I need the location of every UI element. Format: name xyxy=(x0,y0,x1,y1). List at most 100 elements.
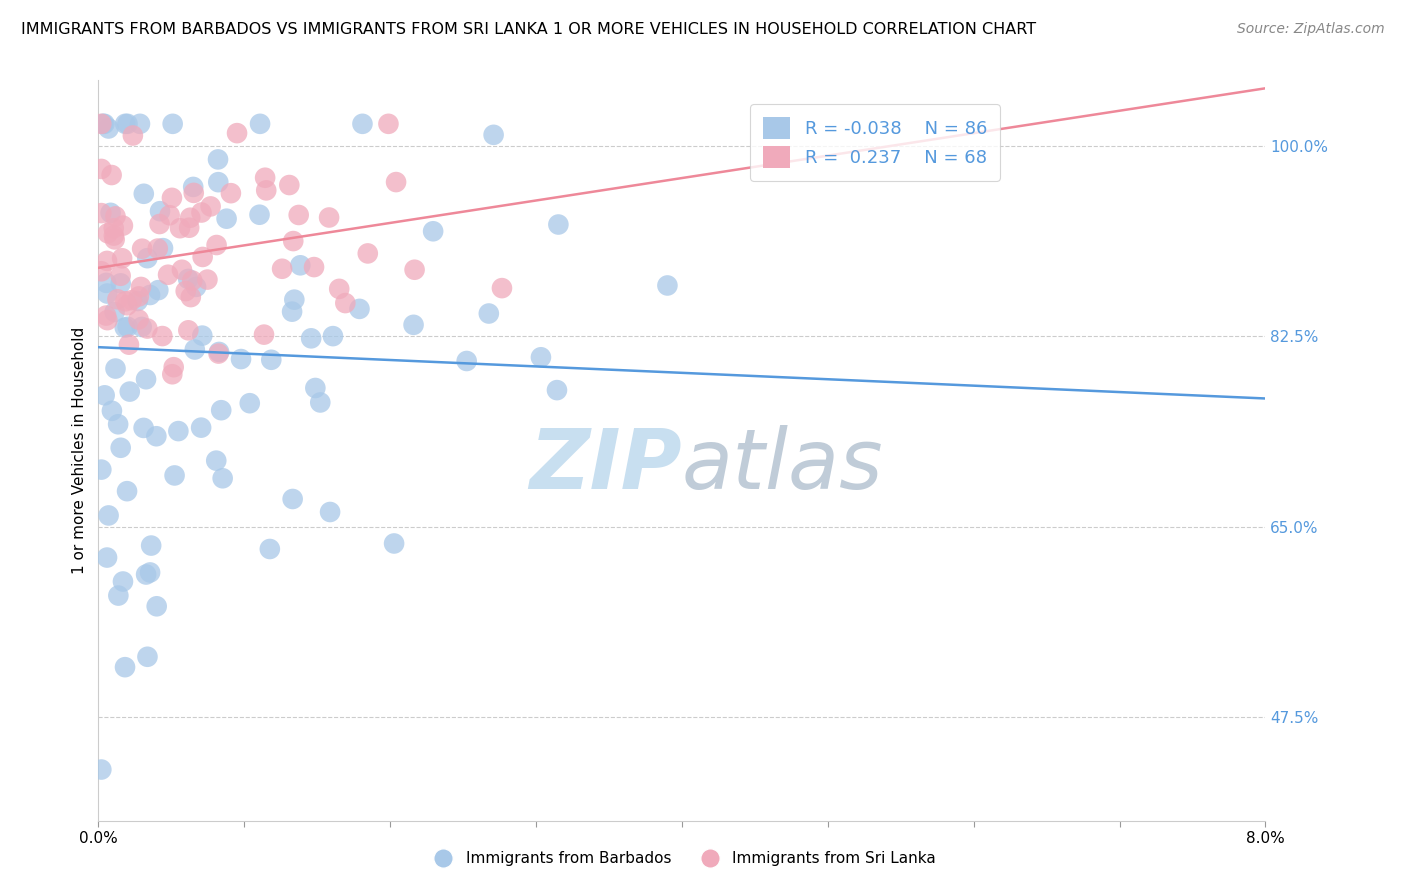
Point xyxy=(318,211,340,225)
Point xyxy=(385,175,408,189)
Point xyxy=(215,211,238,226)
Point xyxy=(170,262,193,277)
Point xyxy=(281,491,304,506)
Point xyxy=(207,153,229,167)
Point xyxy=(117,298,139,312)
Point xyxy=(304,381,326,395)
Point xyxy=(97,508,120,523)
Point xyxy=(107,417,129,432)
Point xyxy=(205,453,228,467)
Point xyxy=(114,660,136,674)
Point xyxy=(162,368,184,382)
Point xyxy=(191,250,214,264)
Point xyxy=(110,277,132,291)
Point xyxy=(93,388,115,402)
Point xyxy=(132,421,155,435)
Point xyxy=(118,384,141,399)
Point xyxy=(100,206,122,220)
Point xyxy=(179,211,201,225)
Point xyxy=(319,505,342,519)
Point xyxy=(162,117,184,131)
Point xyxy=(177,323,200,337)
Point xyxy=(91,117,114,131)
Point xyxy=(131,320,153,334)
Point xyxy=(129,280,152,294)
Point xyxy=(546,383,568,397)
Point xyxy=(197,272,219,286)
Point xyxy=(478,306,501,320)
Point xyxy=(271,261,294,276)
Point xyxy=(422,224,444,238)
Y-axis label: 1 or more Vehicles in Household: 1 or more Vehicles in Household xyxy=(72,326,87,574)
Point xyxy=(299,331,322,345)
Point xyxy=(127,293,149,308)
Point xyxy=(163,468,186,483)
Point xyxy=(179,220,201,235)
Point xyxy=(229,352,252,367)
Point xyxy=(94,309,117,323)
Point xyxy=(278,178,301,192)
Point xyxy=(103,228,125,243)
Point xyxy=(260,352,283,367)
Point xyxy=(482,128,505,142)
Point xyxy=(211,471,233,485)
Point xyxy=(157,268,180,282)
Point xyxy=(93,117,115,131)
Point xyxy=(90,462,112,476)
Point xyxy=(547,218,569,232)
Point xyxy=(141,539,163,553)
Point xyxy=(90,264,112,278)
Point xyxy=(121,293,143,308)
Point xyxy=(97,121,120,136)
Point xyxy=(128,289,150,303)
Point xyxy=(96,313,118,327)
Point xyxy=(146,242,169,256)
Point xyxy=(96,253,118,268)
Point xyxy=(128,312,150,326)
Point xyxy=(148,217,170,231)
Point xyxy=(322,329,344,343)
Point xyxy=(163,360,186,375)
Point xyxy=(111,252,134,266)
Point xyxy=(90,161,112,176)
Point xyxy=(103,305,125,319)
Point xyxy=(254,170,277,185)
Point xyxy=(205,238,228,252)
Point xyxy=(249,117,271,131)
Point xyxy=(335,296,357,310)
Point xyxy=(114,117,136,131)
Point xyxy=(209,403,232,417)
Point xyxy=(132,186,155,201)
Point xyxy=(150,329,173,343)
Point xyxy=(180,290,202,304)
Point xyxy=(129,117,152,131)
Point xyxy=(115,484,138,499)
Point xyxy=(259,541,281,556)
Point xyxy=(131,242,153,256)
Point xyxy=(159,208,181,222)
Point xyxy=(111,574,134,589)
Point xyxy=(160,191,183,205)
Point xyxy=(104,232,127,246)
Point xyxy=(207,346,229,360)
Point xyxy=(357,246,380,260)
Point xyxy=(169,221,191,235)
Point xyxy=(491,281,513,295)
Point xyxy=(117,319,139,334)
Text: Source: ZipAtlas.com: Source: ZipAtlas.com xyxy=(1237,22,1385,37)
Point xyxy=(281,304,304,318)
Text: atlas: atlas xyxy=(682,425,883,506)
Point xyxy=(90,117,112,131)
Point xyxy=(404,262,426,277)
Point xyxy=(290,258,312,272)
Point xyxy=(249,208,271,222)
Point xyxy=(309,395,332,409)
Point xyxy=(110,268,132,283)
Point xyxy=(184,280,207,294)
Point xyxy=(207,175,229,189)
Point xyxy=(283,234,305,248)
Point xyxy=(110,441,132,455)
Point xyxy=(118,337,141,351)
Point xyxy=(114,294,136,309)
Point xyxy=(139,566,162,580)
